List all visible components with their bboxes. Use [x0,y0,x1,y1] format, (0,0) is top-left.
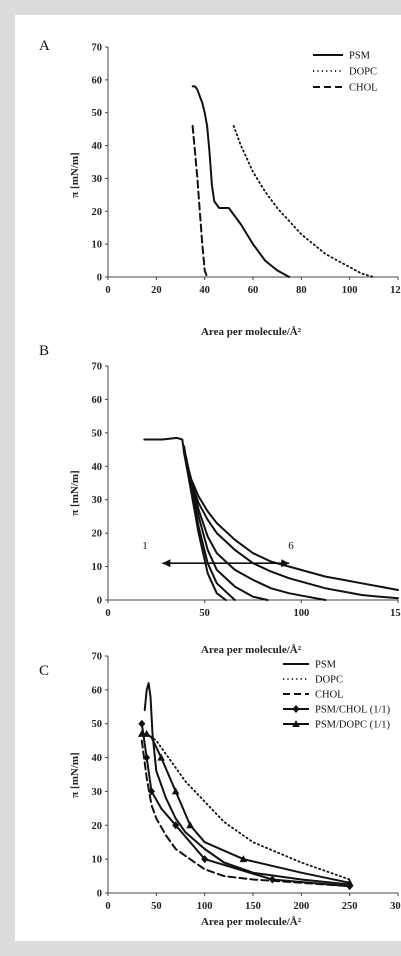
panel-c: C Area per molecule/Å² π [mN/m] 0 10 20 30 4… [39,652,401,929]
series-line-6 [184,458,399,591]
panel-letter-b: B [39,343,49,359]
legend-entry: DOPC [349,67,377,78]
x-tick-label: 60 [248,285,259,296]
arrow-head-right [281,559,290,568]
x-tick-label: 50 [151,901,162,912]
y-tick-label: 20 [92,207,103,218]
y-axis-label-b: π [mN/m] [69,470,81,515]
data-point-marker [268,875,276,884]
y-tick-label: 70 [92,362,103,373]
y-tick-label: 30 [92,787,103,798]
arrow-head-left [162,559,171,568]
y-axis-label-a: π [mN/m] [69,152,81,197]
series-line-chol [140,739,351,888]
y-tick-label: 40 [92,141,103,152]
series-line-psm-chol-1-1- [140,722,351,888]
data-point-marker [138,729,146,737]
y-tick-label: 0 [97,889,102,900]
data-point-marker [239,855,248,863]
legend-entry: PSM/DOPC (1/1) [315,720,390,731]
y-tick-label: 0 [97,596,102,607]
data-point-marker [171,787,180,795]
y-tick-label: 30 [92,495,103,506]
x-tick-label: 100 [293,608,309,619]
legend-entry: CHOL [349,83,378,94]
y-tick-label: 70 [92,652,103,663]
y-tick-label: 50 [92,428,103,439]
data-point-marker [148,787,155,796]
legend-entry: CHOL [315,690,344,701]
figure: A Area per molecule/Å² π [mN/m] 0 10 20 30 4… [15,15,401,941]
data-point-marker [201,855,209,864]
data-point-marker [172,821,180,830]
data-point-marker [345,878,354,886]
y-tick-label: 0 [97,273,102,284]
panel-b: B Area per molecule/Å² π [mN/m] 1 6 0 10 2… [39,343,401,656]
panel-letter-a: A [39,38,50,54]
annotation-start: 1 [142,540,148,552]
x-tick-label: 150 [390,608,401,619]
y-tick-label: 60 [92,685,103,696]
x-tick-label: 20 [151,285,162,296]
x-tick-label: 0 [105,608,110,619]
x-axis-label-a: Area per molecule/Å² [201,326,302,338]
data-point-marker [143,753,151,762]
x-tick-label: 100 [342,285,358,296]
x-tick-label: 120 [390,285,401,296]
legend-marker [292,705,300,713]
y-tick-label: 10 [92,855,103,866]
x-tick-label: 80 [296,285,307,296]
series-line-5 [184,455,399,600]
y-tick-label: 60 [92,75,103,86]
legend-entry: PSM [315,660,337,671]
x-tick-label: 250 [342,901,358,912]
x-tick-label: 0 [105,901,110,912]
legend-entry: DOPC [315,675,343,686]
y-tick-label: 20 [92,821,103,832]
series-line-4 [183,451,327,601]
x-tick-label: 40 [199,285,210,296]
series-line-psm [143,682,351,886]
isotherm-figure: A Area per molecule/Å² π [mN/m] 01020304… [39,38,401,929]
panel-letter-c: C [39,663,49,679]
x-axis-label-b: Area per molecule/Å² [201,644,302,656]
data-point-marker [186,821,194,829]
legend-entry: PSM/CHOL (1/1) [315,705,391,716]
series-line-psm [191,85,291,278]
x-tick-label: 50 [199,608,210,619]
y-tick-label: 10 [92,240,103,251]
y-tick-label: 50 [92,108,103,119]
data-point-marker [157,753,165,761]
y-tick-label: 20 [92,529,103,540]
x-axis-label-c: Area per molecule/Å² [201,916,302,928]
series-line-dopc [145,733,351,881]
x-tick-label: 150 [245,901,261,912]
y-tick-label: 70 [92,43,103,54]
y-tick-label: 10 [92,562,103,573]
x-tick-label: 0 [105,285,110,296]
panel-a: A Area per molecule/Å² π [mN/m] 0 10 20 30 4… [39,38,401,338]
series-line-dopc [232,125,375,278]
annotation-end: 6 [288,540,294,552]
legend-marker [292,720,300,727]
x-tick-label: 300 [390,901,401,912]
data-point-marker [138,719,146,728]
y-tick-label: 30 [92,174,103,185]
x-tick-label: 100 [197,901,213,912]
x-tick-label: 200 [293,901,309,912]
series-line-chol [191,124,209,278]
legend-entry: PSM [349,51,371,62]
y-tick-label: 40 [92,753,103,764]
y-tick-label: 60 [92,395,103,406]
y-tick-label: 40 [92,462,103,473]
y-axis-label-c: π [mN/m] [69,752,81,797]
y-tick-label: 50 [92,719,103,730]
data-point-marker [142,729,151,737]
